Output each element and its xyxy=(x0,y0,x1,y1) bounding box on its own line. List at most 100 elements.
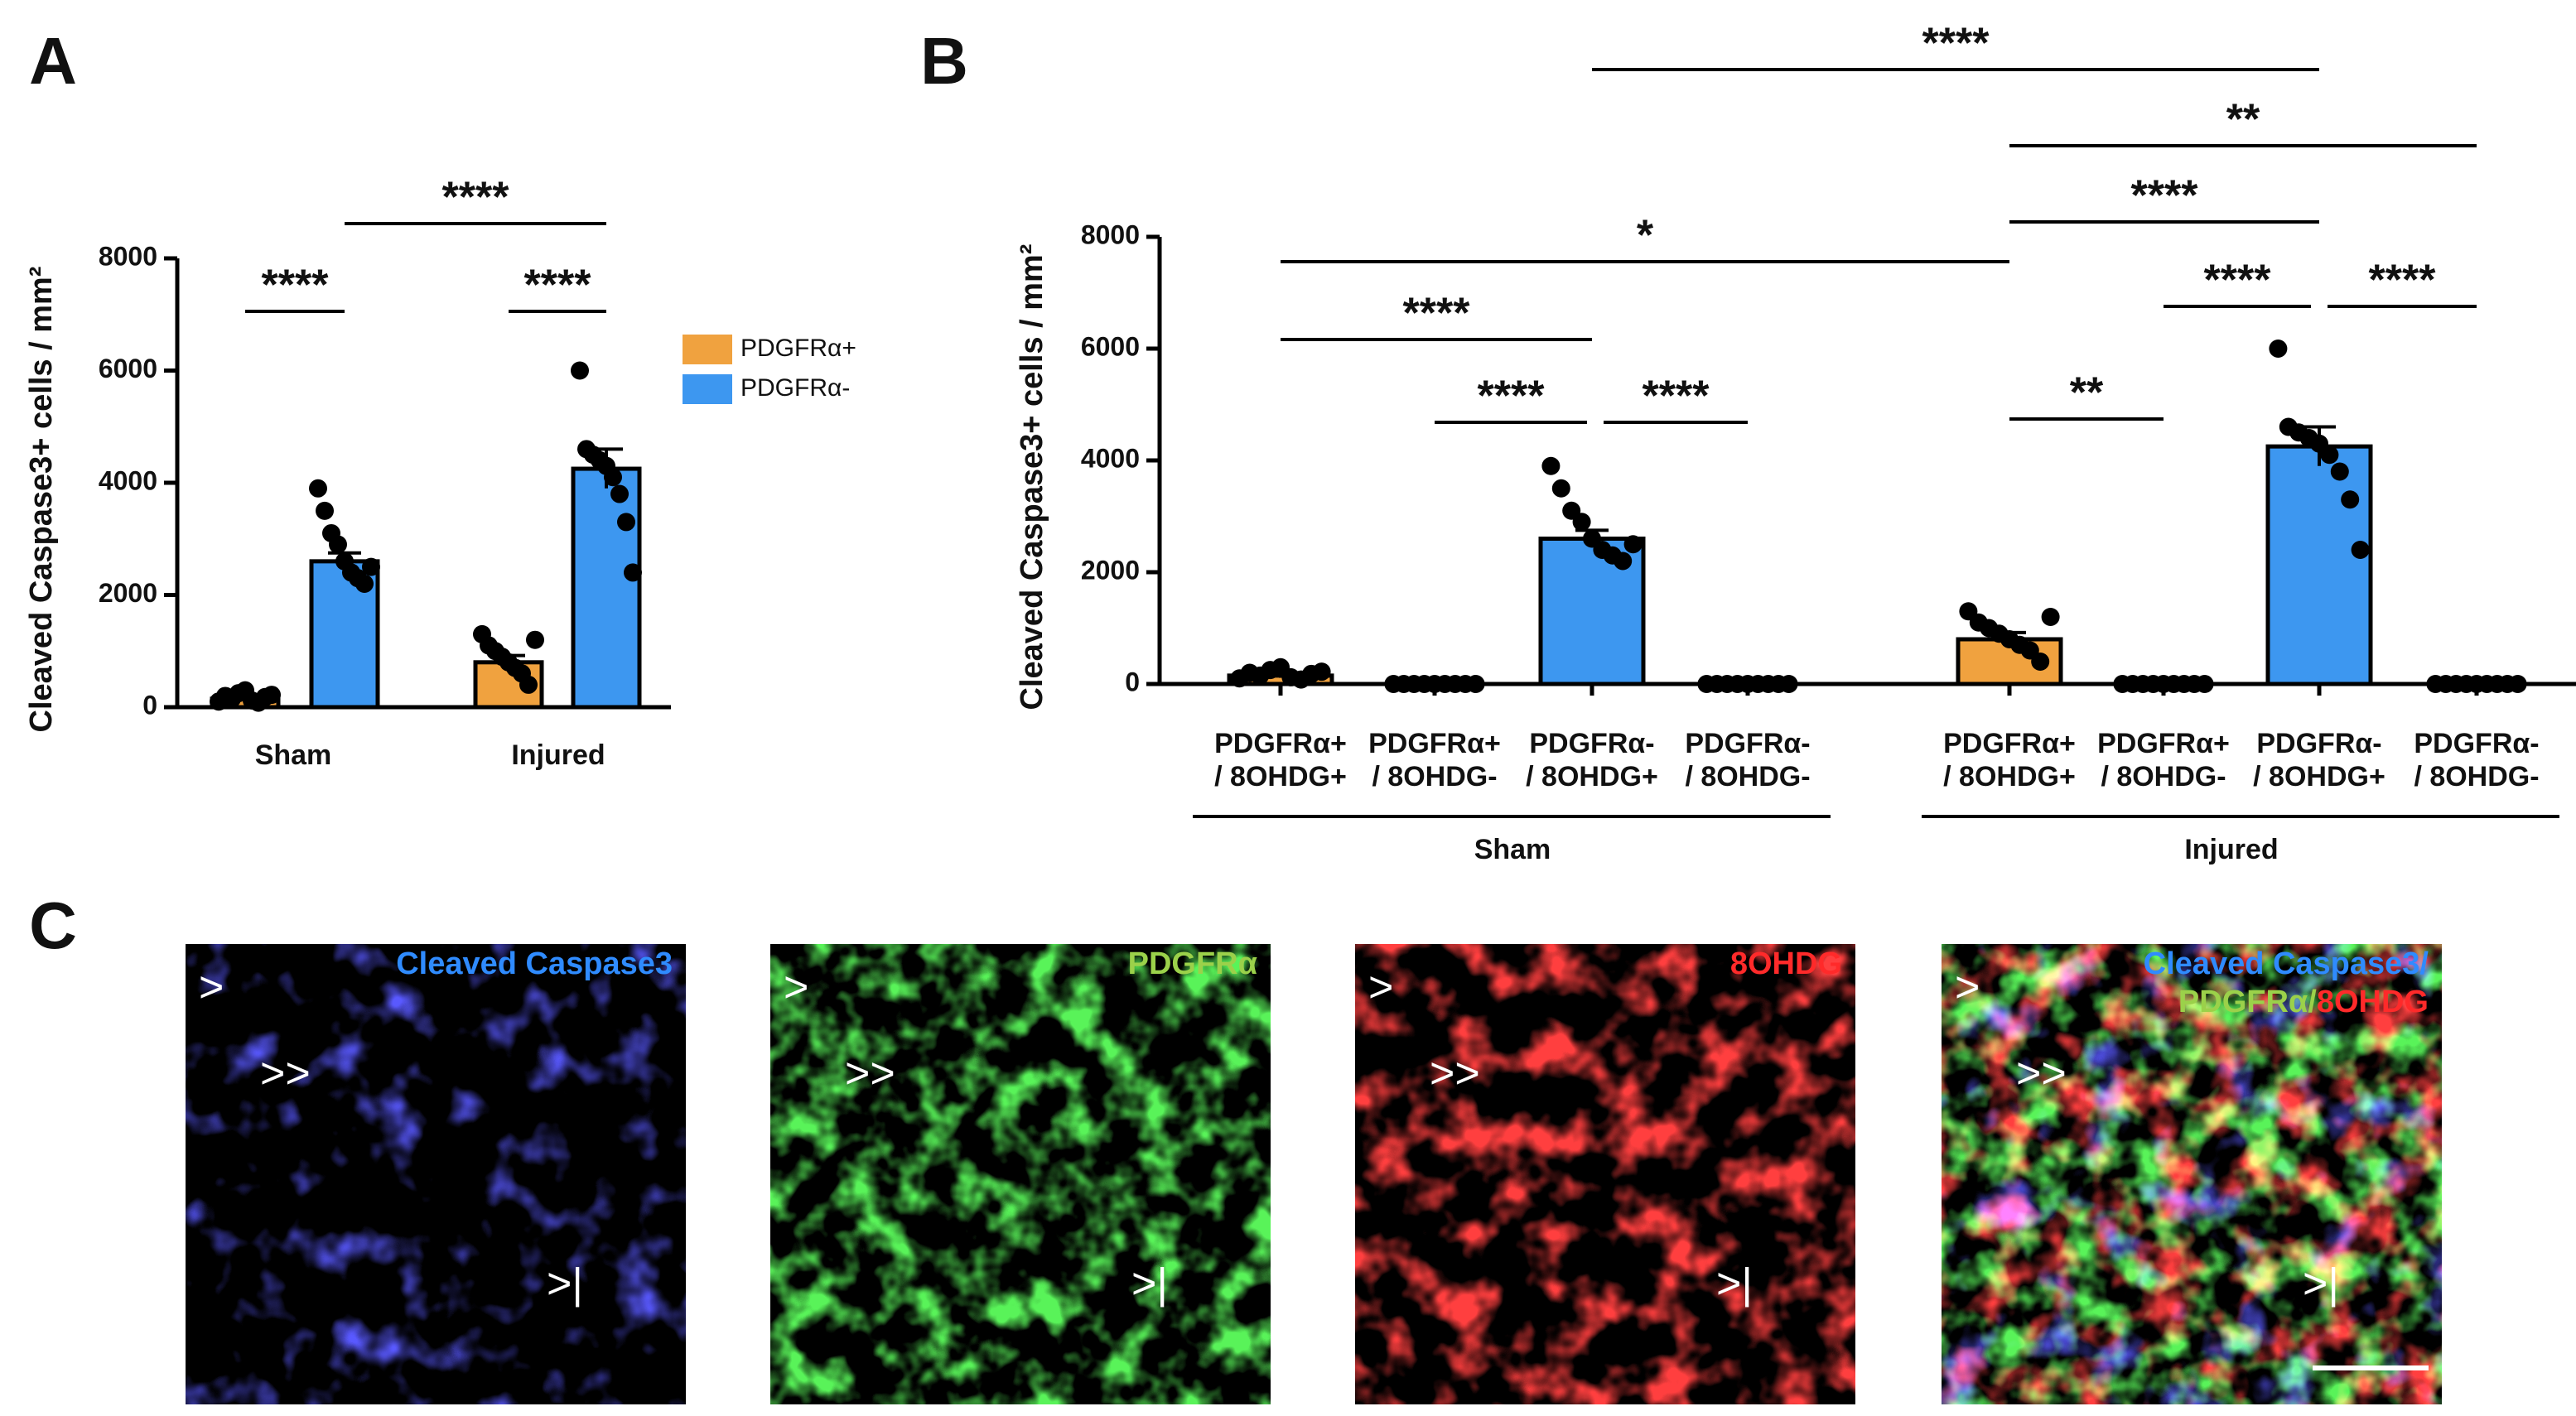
x-tick-label: PDGFRα+ xyxy=(1368,728,1501,759)
arrow-marker: >| xyxy=(2303,1260,2339,1308)
data-point xyxy=(1779,675,1798,693)
data-point xyxy=(2341,490,2360,509)
image-label-part: 8OHDG xyxy=(1730,946,1842,981)
arrow-marker: >> xyxy=(260,1050,311,1098)
x-tick-label: / 8OHDG+ xyxy=(1943,761,2076,792)
data-point xyxy=(1623,535,1643,554)
y-tick-label: 0 xyxy=(1125,667,1140,696)
image-label: 8OHDG xyxy=(1730,946,1842,981)
image-label-part: / xyxy=(2308,985,2317,1019)
image-label-part: Cleaved Caspase3/ xyxy=(2144,946,2429,981)
x-tick-label: / 8OHDG- xyxy=(2101,761,2226,792)
data-point xyxy=(604,468,622,487)
image-label-part: PDGFRα xyxy=(1128,946,1257,981)
data-point xyxy=(2508,675,2527,693)
panel-label: A xyxy=(29,24,77,98)
x-tick-label: PDGFRα- xyxy=(1529,728,1654,759)
group-label: Injured xyxy=(2184,834,2278,865)
data-point xyxy=(355,574,374,593)
significance-label: * xyxy=(1637,212,1654,260)
panel-label: B xyxy=(920,24,968,98)
data-point xyxy=(571,361,589,380)
significance-label: **** xyxy=(524,262,592,310)
data-point xyxy=(2195,675,2214,693)
y-axis-label: Cleaved Caspase3+ cells / mm² xyxy=(1015,244,1049,710)
y-tick-label: 2000 xyxy=(1081,555,1140,585)
image-label: Cleaved Caspase3/ xyxy=(2144,946,2429,981)
panel-label: C xyxy=(29,889,77,962)
arrow-marker: > xyxy=(1955,964,1980,1012)
data-point xyxy=(1614,551,1633,571)
data-point xyxy=(519,675,538,694)
x-tick-label: PDGFRα- xyxy=(2414,728,2539,759)
bar xyxy=(571,466,642,710)
significance-label: **** xyxy=(1403,290,1471,338)
micrograph-signal xyxy=(1355,944,1855,1404)
legend-swatch xyxy=(683,374,732,404)
data-point xyxy=(610,484,629,503)
x-tick-label: PDGFRα+ xyxy=(1214,728,1347,759)
arrow-marker: >| xyxy=(1716,1260,1753,1308)
significance-label: **** xyxy=(2131,172,2199,220)
x-tick-label: / 8OHDG+ xyxy=(2253,761,2385,792)
x-tick-label: Injured xyxy=(511,739,605,771)
x-tick-label: PDGFRα+ xyxy=(1943,728,2076,759)
arrow-marker: >> xyxy=(2016,1050,2067,1098)
x-tick-label: / 8OHDG+ xyxy=(1526,761,1658,792)
image-label-part: PDGFRα xyxy=(2178,985,2308,1019)
significance-label: **** xyxy=(442,174,510,222)
data-point xyxy=(1551,479,1570,498)
arrow-marker: >> xyxy=(1430,1050,1480,1098)
significance-label: **** xyxy=(2369,257,2437,305)
data-point xyxy=(316,501,334,520)
x-tick-label: / 8OHDG- xyxy=(1372,761,1497,792)
significance-label: **** xyxy=(1922,20,1990,68)
data-point xyxy=(617,513,635,532)
image-label: PDGFRα xyxy=(1128,946,1257,981)
y-tick-label: 0 xyxy=(142,690,157,720)
x-tick-label: / 8OHDG- xyxy=(1685,761,1810,792)
legend-swatch xyxy=(683,335,732,364)
x-tick-label: / 8OHDG+ xyxy=(1214,761,1347,792)
x-tick-label: PDGFRα- xyxy=(2256,728,2381,759)
arrow-marker: >| xyxy=(547,1260,583,1308)
data-point xyxy=(1541,456,1561,475)
y-tick-label: 4000 xyxy=(1081,443,1140,473)
micrograph-signal xyxy=(1942,944,2442,1404)
arrow-marker: > xyxy=(784,964,808,1012)
arrow-marker: > xyxy=(199,964,224,1012)
group-label: Sham xyxy=(1474,834,1551,865)
data-point xyxy=(2041,608,2060,626)
data-point xyxy=(624,563,642,582)
micrograph-signal xyxy=(770,944,1271,1404)
image-label-part: 8OHDG xyxy=(2317,985,2429,1019)
x-tick-label: Sham xyxy=(255,739,332,771)
significance-label: ** xyxy=(2226,96,2260,144)
data-point xyxy=(263,686,281,705)
y-tick-label: 8000 xyxy=(99,241,157,271)
significance-label: **** xyxy=(1478,373,1546,421)
data-point xyxy=(309,479,327,498)
y-tick-label: 4000 xyxy=(99,465,157,495)
data-point xyxy=(2351,541,2370,559)
data-point xyxy=(2330,462,2349,481)
y-tick-label: 6000 xyxy=(1081,331,1140,361)
arrow-marker: > xyxy=(1368,964,1393,1012)
legend-label: PDGFRα+ xyxy=(740,335,856,362)
data-point xyxy=(2269,340,2288,358)
data-point xyxy=(526,630,544,649)
data-point xyxy=(1312,662,1331,682)
bar xyxy=(2265,444,2373,686)
y-tick-label: 6000 xyxy=(99,354,157,383)
y-axis-label: Cleaved Caspase3+ cells / mm² xyxy=(24,267,59,733)
significance-label: **** xyxy=(1643,373,1710,421)
data-point xyxy=(2031,653,2050,671)
image-label: Cleaved Caspase3 xyxy=(396,946,673,981)
micrograph-signal xyxy=(186,944,686,1404)
y-tick-label: 2000 xyxy=(99,578,157,608)
arrow-marker: >> xyxy=(845,1050,895,1098)
x-tick-label: / 8OHDG- xyxy=(2414,761,2539,792)
y-tick-label: 8000 xyxy=(1081,219,1140,249)
image-label-part: Cleaved Caspase3 xyxy=(396,946,673,981)
